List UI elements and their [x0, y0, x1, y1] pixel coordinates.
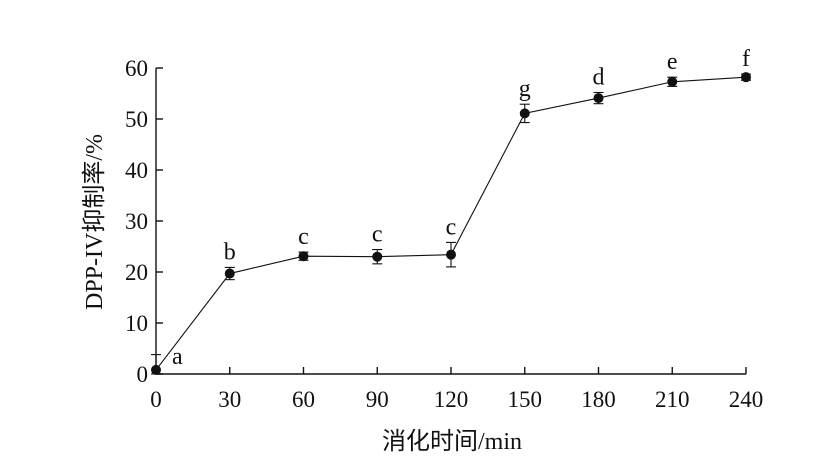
y-tick-label: 20	[125, 260, 148, 285]
data-point	[741, 72, 751, 83]
y-tick-label: 60	[125, 56, 148, 81]
y-tick-label: 30	[125, 209, 148, 234]
data-point	[446, 249, 456, 260]
x-tick-label: 30	[218, 387, 241, 412]
x-tick-label: 180	[581, 387, 616, 412]
data-point	[372, 251, 383, 262]
significance-letter: c	[372, 222, 383, 248]
x-tick-label: 240	[729, 387, 764, 412]
y-tick-label: 40	[125, 158, 148, 183]
data-point	[519, 108, 530, 119]
y-tick-label: 10	[125, 311, 148, 336]
significance-letter: g	[519, 76, 531, 102]
significance-letter: e	[667, 49, 678, 75]
significance-letter: d	[593, 64, 605, 90]
data-point	[593, 93, 604, 104]
significance-letter: a	[172, 344, 183, 370]
significance-letter: c	[298, 224, 309, 250]
x-axis-title: 消化时间/min	[382, 428, 522, 455]
data-point	[298, 251, 309, 262]
x-tick-label: 90	[366, 387, 389, 412]
significance-letter: b	[224, 239, 236, 265]
x-tick-label: 120	[434, 387, 469, 412]
x-tick-label: 0	[150, 387, 162, 412]
data-point	[151, 364, 161, 375]
x-tick-label: 60	[292, 387, 315, 412]
significance-letter: f	[742, 46, 750, 72]
data-point	[224, 268, 235, 279]
significance-letter: c	[446, 214, 457, 240]
x-tick-label: 210	[655, 387, 690, 412]
data-point	[667, 76, 678, 87]
plot-area: 0 10 20 30 40 50 60 0 30 60 90 120 150 180 210 240 a b c c c…	[125, 46, 763, 412]
y-tick-label: 0	[137, 362, 149, 387]
y-axis-title: DPP-IV抑制率/%	[81, 134, 108, 310]
y-tick-label: 50	[125, 107, 148, 132]
x-tick-label: 150	[508, 387, 543, 412]
